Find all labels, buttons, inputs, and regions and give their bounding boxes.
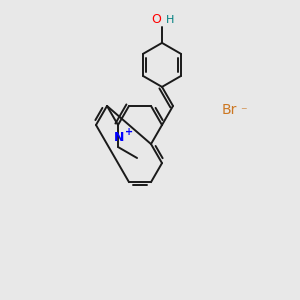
Text: H: H	[166, 16, 174, 26]
Text: +: +	[125, 127, 133, 137]
Text: N: N	[114, 131, 124, 144]
Text: O: O	[151, 14, 161, 26]
Text: Br: Br	[222, 103, 237, 117]
Text: ⁻: ⁻	[240, 106, 247, 118]
